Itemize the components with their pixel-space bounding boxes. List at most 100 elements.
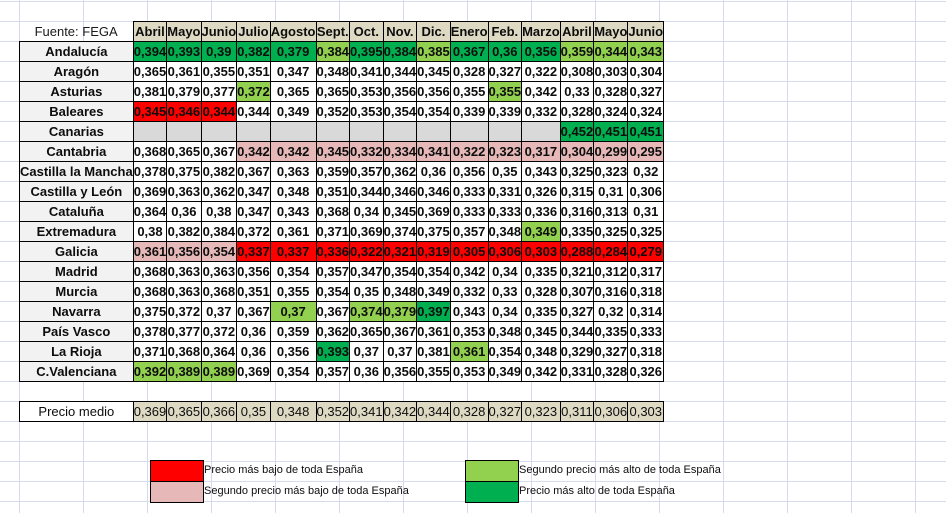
price-cell[interactable]: 0,316 — [559, 201, 595, 222]
price-cell[interactable]: 0,356 — [416, 81, 451, 102]
price-cell[interactable]: 0,379 — [382, 301, 418, 322]
price-cell[interactable]: 0,36 — [236, 321, 271, 342]
average-cell[interactable]: 0,341 — [349, 401, 384, 422]
average-cell[interactable]: 0,369 — [132, 401, 168, 422]
price-cell[interactable]: 0,367 — [200, 141, 238, 162]
price-cell[interactable]: 0,368 — [132, 141, 168, 162]
region-cell[interactable]: Aragón — [19, 61, 134, 82]
price-cell[interactable]: 0,369 — [132, 181, 168, 202]
price-cell[interactable]: 0,339 — [487, 101, 523, 122]
price-cell[interactable]: 0,328 — [593, 361, 629, 382]
price-cell[interactable]: 0,363 — [166, 181, 202, 202]
price-cell[interactable]: 0,348 — [521, 341, 561, 362]
price-cell[interactable]: 0,354 — [315, 281, 351, 302]
price-cell[interactable]: 0,326 — [627, 361, 665, 382]
price-cell[interactable]: 0,345 — [382, 201, 418, 222]
price-cell[interactable] — [382, 121, 418, 142]
region-cell[interactable]: Extremadura — [19, 221, 134, 242]
average-cell[interactable]: 0,342 — [382, 401, 418, 422]
price-cell[interactable]: 0,328 — [449, 61, 489, 82]
price-cell[interactable]: 0,317 — [627, 261, 665, 282]
average-cell[interactable]: 0,327 — [487, 401, 523, 422]
price-cell[interactable]: 0,303 — [593, 61, 629, 82]
price-cell[interactable]: 0,325 — [593, 221, 629, 242]
price-cell[interactable] — [166, 121, 202, 142]
price-cell[interactable]: 0,451 — [593, 121, 629, 142]
price-cell[interactable]: 0,354 — [487, 341, 523, 362]
price-cell[interactable]: 0,327 — [627, 81, 665, 102]
price-cell[interactable]: 0,354 — [269, 361, 317, 382]
month-header[interactable]: Enero — [449, 21, 489, 42]
price-cell[interactable]: 0,354 — [416, 101, 451, 122]
price-cell[interactable]: 0,371 — [132, 341, 168, 362]
price-cell[interactable]: 0,359 — [559, 41, 595, 62]
price-cell[interactable]: 0,328 — [593, 81, 629, 102]
price-cell[interactable]: 0,333 — [449, 201, 489, 222]
average-cell[interactable]: 0,323 — [521, 401, 561, 422]
price-cell[interactable]: 0,369 — [416, 201, 451, 222]
price-cell[interactable]: 0,367 — [449, 41, 489, 62]
price-cell[interactable]: 0,304 — [559, 141, 595, 162]
average-cell[interactable]: 0,366 — [200, 401, 238, 422]
price-cell[interactable]: 0,364 — [200, 341, 238, 362]
price-cell[interactable]: 0,356 — [521, 41, 561, 62]
price-cell[interactable]: 0,367 — [382, 321, 418, 342]
price-cell[interactable]: 0,347 — [269, 61, 317, 82]
price-cell[interactable] — [449, 121, 489, 142]
price-cell[interactable]: 0,307 — [559, 281, 595, 302]
price-cell[interactable]: 0,37 — [349, 341, 384, 362]
price-cell[interactable]: 0,306 — [627, 181, 665, 202]
price-cell[interactable]: 0,372 — [236, 221, 271, 242]
price-cell[interactable]: 0,367 — [236, 161, 271, 182]
price-cell[interactable]: 0,348 — [487, 221, 523, 242]
price-cell[interactable]: 0,322 — [449, 141, 489, 162]
price-cell[interactable]: 0,323 — [593, 161, 629, 182]
price-cell[interactable]: 0,368 — [166, 341, 202, 362]
price-cell[interactable]: 0,35 — [487, 161, 523, 182]
region-cell[interactable]: La Rioja — [19, 341, 134, 362]
month-header[interactable]: Marzo — [521, 21, 561, 42]
price-cell[interactable]: 0,385 — [416, 41, 451, 62]
price-cell[interactable]: 0,33 — [559, 81, 595, 102]
price-cell[interactable]: 0,356 — [269, 341, 317, 362]
price-cell[interactable]: 0,321 — [382, 241, 418, 262]
price-cell[interactable] — [487, 121, 523, 142]
price-cell[interactable]: 0,369 — [236, 361, 271, 382]
region-cell[interactable]: Andalucía — [19, 41, 134, 62]
month-header[interactable]: Sept. — [315, 21, 351, 42]
price-cell[interactable]: 0,305 — [449, 241, 489, 262]
month-header[interactable]: Mayo — [166, 21, 202, 42]
price-cell[interactable]: 0,356 — [449, 161, 489, 182]
price-cell[interactable]: 0,374 — [382, 221, 418, 242]
average-cell[interactable]: 0,348 — [269, 401, 317, 422]
price-cell[interactable]: 0,344 — [200, 101, 238, 122]
price-cell[interactable]: 0,355 — [449, 81, 489, 102]
price-cell[interactable]: 0,365 — [315, 81, 351, 102]
price-cell[interactable]: 0,348 — [315, 61, 351, 82]
price-cell[interactable]: 0,368 — [200, 281, 238, 302]
price-cell[interactable]: 0,363 — [269, 161, 317, 182]
price-cell[interactable] — [269, 121, 317, 142]
price-cell[interactable]: 0,319 — [416, 241, 451, 262]
price-cell[interactable]: 0,349 — [269, 101, 317, 122]
price-cell[interactable]: 0,351 — [236, 281, 271, 302]
price-cell[interactable]: 0,343 — [449, 301, 489, 322]
price-cell[interactable]: 0,371 — [315, 221, 351, 242]
price-cell[interactable]: 0,31 — [593, 181, 629, 202]
price-cell[interactable]: 0,347 — [236, 181, 271, 202]
price-cell[interactable]: 0,342 — [521, 81, 561, 102]
price-cell[interactable]: 0,325 — [627, 221, 665, 242]
price-cell[interactable]: 0,327 — [593, 341, 629, 362]
price-cell[interactable]: 0,342 — [269, 141, 317, 162]
month-header[interactable]: Feb. — [487, 21, 523, 42]
price-cell[interactable]: 0,38 — [200, 201, 238, 222]
price-cell[interactable]: 0,33 — [487, 281, 523, 302]
price-cell[interactable]: 0,36 — [349, 361, 384, 382]
price-cell[interactable]: 0,379 — [166, 81, 202, 102]
price-cell[interactable]: 0,344 — [236, 101, 271, 122]
price-cell[interactable]: 0,333 — [627, 321, 665, 342]
price-cell[interactable] — [132, 121, 168, 142]
price-cell[interactable]: 0,348 — [487, 321, 523, 342]
price-cell[interactable]: 0,324 — [627, 101, 665, 122]
price-cell[interactable]: 0,357 — [315, 261, 351, 282]
